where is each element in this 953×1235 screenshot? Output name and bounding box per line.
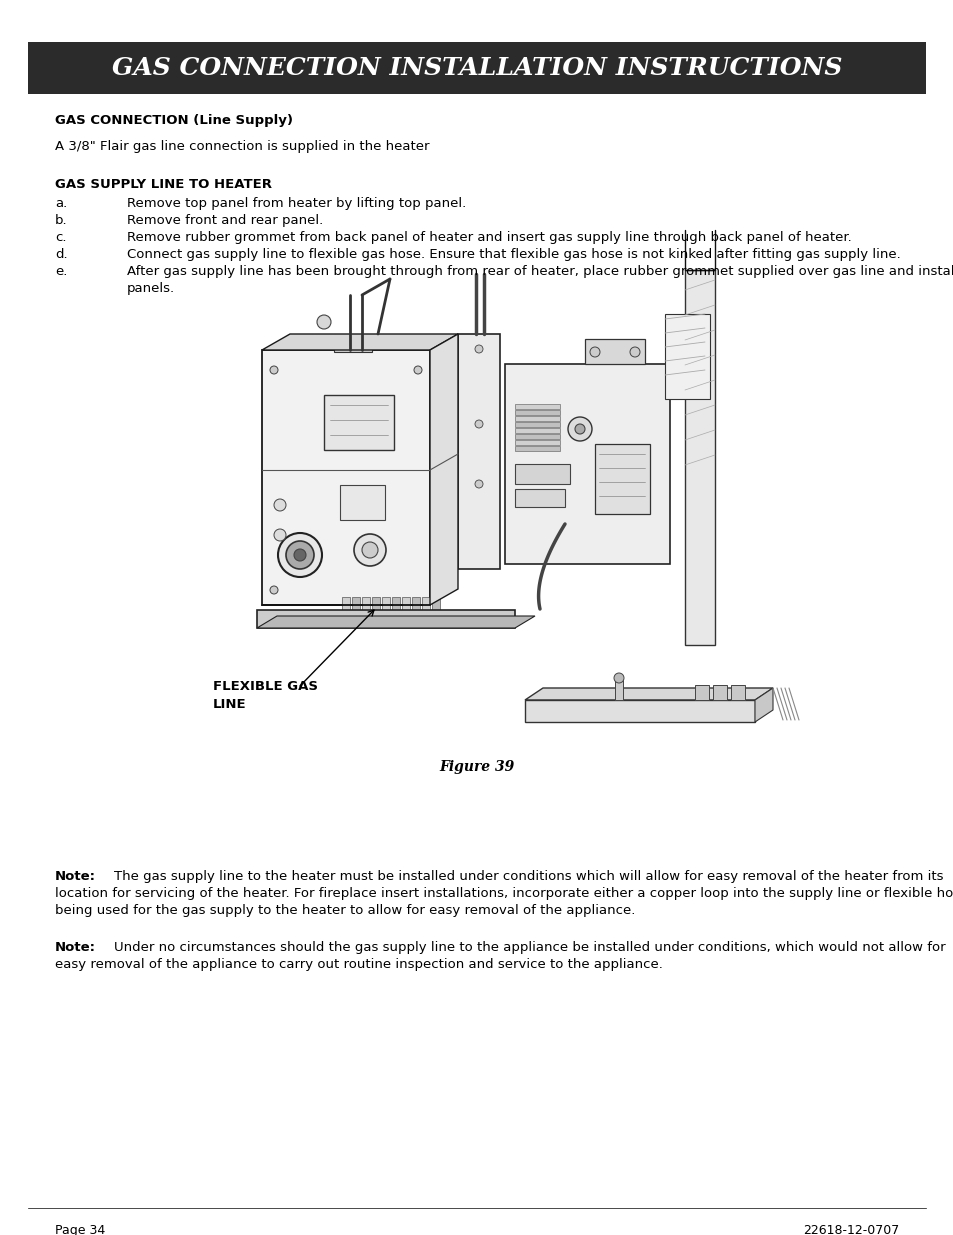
Text: LINE: LINE xyxy=(213,698,247,711)
Bar xyxy=(515,404,559,409)
Bar xyxy=(401,597,410,613)
Bar xyxy=(615,680,622,700)
Bar xyxy=(324,395,394,450)
Text: After gas supply line has been brought through from rear of heater, place rubber: After gas supply line has been brought t… xyxy=(127,266,953,278)
Polygon shape xyxy=(256,616,535,629)
Circle shape xyxy=(294,550,306,561)
Text: Connect gas supply line to flexible gas hose. Ensure that flexible gas hose is n: Connect gas supply line to flexible gas … xyxy=(127,248,900,261)
Bar xyxy=(392,597,399,613)
Bar xyxy=(515,416,559,421)
Bar xyxy=(515,433,559,438)
Text: a.: a. xyxy=(55,198,67,210)
Bar xyxy=(515,440,559,445)
Circle shape xyxy=(629,347,639,357)
Text: being used for the gas supply to the heater to allow for easy removal of the app: being used for the gas supply to the hea… xyxy=(55,904,635,918)
Polygon shape xyxy=(754,688,772,722)
Bar xyxy=(515,429,559,433)
Text: Note:: Note: xyxy=(55,869,96,883)
Bar xyxy=(664,314,709,399)
Text: location for servicing of the heater. For fireplace insert installations, incorp: location for servicing of the heater. Fo… xyxy=(55,887,953,900)
Text: GAS SUPPLY LINE TO HEATER: GAS SUPPLY LINE TO HEATER xyxy=(55,178,272,191)
Text: b.: b. xyxy=(55,214,68,227)
Text: Remove top panel from heater by lifting top panel.: Remove top panel from heater by lifting … xyxy=(127,198,466,210)
Bar xyxy=(256,610,515,629)
Bar xyxy=(684,270,714,645)
Bar xyxy=(524,700,754,722)
Polygon shape xyxy=(430,333,457,605)
Text: Figure 39: Figure 39 xyxy=(439,760,514,774)
Bar xyxy=(712,685,726,700)
Circle shape xyxy=(274,529,286,541)
Bar xyxy=(432,597,439,613)
Circle shape xyxy=(316,315,331,329)
Text: c.: c. xyxy=(55,231,67,245)
Text: panels.: panels. xyxy=(127,282,175,295)
Bar xyxy=(421,597,430,613)
Text: Under no circumstances should the gas supply line to the appliance be installed : Under no circumstances should the gas su… xyxy=(97,941,944,953)
Circle shape xyxy=(270,366,277,374)
Circle shape xyxy=(361,542,377,558)
Text: Note:: Note: xyxy=(55,941,96,953)
Bar xyxy=(372,597,379,613)
Bar xyxy=(412,597,419,613)
Circle shape xyxy=(277,534,322,577)
Bar xyxy=(381,597,390,613)
Text: Remove rubber grommet from back panel of heater and insert gas supply line throu: Remove rubber grommet from back panel of… xyxy=(127,231,851,245)
Text: e.: e. xyxy=(55,266,68,278)
Bar xyxy=(334,340,372,352)
Circle shape xyxy=(270,585,277,594)
Bar xyxy=(341,597,350,613)
Circle shape xyxy=(475,480,482,488)
Text: FLEXIBLE GAS: FLEXIBLE GAS xyxy=(213,680,317,693)
Circle shape xyxy=(354,534,386,566)
Bar xyxy=(339,485,385,520)
Bar xyxy=(595,445,649,514)
Bar xyxy=(515,422,559,427)
Bar xyxy=(262,350,430,605)
Bar xyxy=(730,685,744,700)
Bar xyxy=(695,685,708,700)
Text: A 3/8" Flair gas line connection is supplied in the heater: A 3/8" Flair gas line connection is supp… xyxy=(55,140,429,153)
Bar xyxy=(515,489,564,508)
Bar xyxy=(457,333,499,569)
Text: 22618-12-0707: 22618-12-0707 xyxy=(801,1224,898,1235)
Circle shape xyxy=(575,424,584,433)
Circle shape xyxy=(614,673,623,683)
Bar xyxy=(515,446,559,451)
Bar xyxy=(28,42,925,94)
Circle shape xyxy=(414,366,421,374)
Text: The gas supply line to the heater must be installed under conditions which will : The gas supply line to the heater must b… xyxy=(97,869,943,883)
Circle shape xyxy=(567,417,592,441)
Circle shape xyxy=(475,420,482,429)
Bar xyxy=(515,464,569,484)
Text: Page 34: Page 34 xyxy=(55,1224,105,1235)
Polygon shape xyxy=(524,688,772,700)
Text: GAS CONNECTION INSTALLATION INSTRUCTIONS: GAS CONNECTION INSTALLATION INSTRUCTIONS xyxy=(112,56,841,80)
Text: Remove front and rear panel.: Remove front and rear panel. xyxy=(127,214,323,227)
Circle shape xyxy=(274,499,286,511)
Circle shape xyxy=(475,345,482,353)
Bar xyxy=(352,597,359,613)
Bar xyxy=(515,410,559,415)
Text: easy removal of the appliance to carry out routine inspection and service to the: easy removal of the appliance to carry o… xyxy=(55,958,662,971)
Bar xyxy=(504,364,669,564)
Circle shape xyxy=(589,347,599,357)
Polygon shape xyxy=(262,333,457,350)
Bar xyxy=(584,338,644,364)
Text: GAS CONNECTION (Line Supply): GAS CONNECTION (Line Supply) xyxy=(55,114,293,127)
Circle shape xyxy=(286,541,314,569)
Bar xyxy=(361,597,370,613)
Text: d.: d. xyxy=(55,248,68,261)
